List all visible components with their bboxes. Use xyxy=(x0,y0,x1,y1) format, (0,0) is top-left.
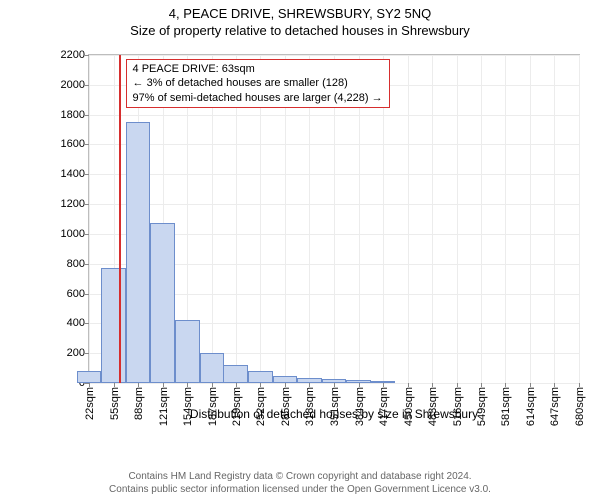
chart-container: Number of detached properties Distributi… xyxy=(60,54,580,424)
y-tick-label: 800 xyxy=(67,258,89,270)
y-tick-label: 400 xyxy=(67,317,89,329)
histogram-bar xyxy=(322,379,347,383)
x-tick-label: 417sqm xyxy=(376,383,390,422)
footer-line-2: Contains public sector information licen… xyxy=(0,483,600,496)
x-tick-label: 384sqm xyxy=(352,383,366,422)
plot-area: Distribution of detached houses by size … xyxy=(88,54,580,384)
histogram-bar xyxy=(175,320,200,383)
histogram-bar xyxy=(297,378,322,383)
footer-line-1: Contains HM Land Registry data © Crown c… xyxy=(0,470,600,483)
annotation-line3: 97% of semi-detached houses are larger (… xyxy=(133,91,383,105)
annotation-line2: ← 3% of detached houses are smaller (128… xyxy=(133,76,383,90)
histogram-bar xyxy=(126,122,151,383)
page-title: 4, PEACE DRIVE, SHREWSBURY, SY2 5NQ xyxy=(0,6,600,21)
grid-line-vertical xyxy=(530,55,531,383)
histogram-bar xyxy=(273,376,298,383)
y-tick-label: 2200 xyxy=(61,49,89,61)
histogram-bar xyxy=(248,371,273,383)
annotation-box: 4 PEACE DRIVE: 63sqm← 3% of detached hou… xyxy=(126,59,390,108)
x-tick-label: 483sqm xyxy=(425,383,439,422)
annotation-line1: 4 PEACE DRIVE: 63sqm xyxy=(133,62,383,76)
x-tick-label: 121sqm xyxy=(156,383,170,422)
y-tick-label: 1600 xyxy=(61,138,89,150)
x-tick-label: 351sqm xyxy=(327,383,341,422)
grid-line-vertical xyxy=(505,55,506,383)
y-tick-label: 200 xyxy=(67,347,89,359)
x-tick-label: 22sqm xyxy=(82,383,96,416)
attribution-footer: Contains HM Land Registry data © Crown c… xyxy=(0,470,600,496)
x-tick-label: 614sqm xyxy=(523,383,537,422)
x-tick-label: 647sqm xyxy=(547,383,561,422)
x-tick-label: 680sqm xyxy=(572,383,586,422)
histogram-bar xyxy=(371,381,396,383)
x-tick-label: 450sqm xyxy=(401,383,415,422)
grid-line-vertical xyxy=(408,55,409,383)
grid-line-vertical xyxy=(457,55,458,383)
x-tick-label: 88sqm xyxy=(131,383,145,416)
y-tick-label: 600 xyxy=(67,288,89,300)
x-tick-label: 187sqm xyxy=(205,383,219,422)
histogram-bar xyxy=(77,371,102,383)
x-tick-label: 581sqm xyxy=(498,383,512,422)
histogram-bar xyxy=(150,223,175,383)
histogram-bar xyxy=(223,365,248,383)
grid-line-vertical xyxy=(579,55,580,383)
x-tick-label: 516sqm xyxy=(450,383,464,422)
y-tick-label: 1800 xyxy=(61,109,89,121)
histogram-bar xyxy=(200,353,225,383)
y-tick-label: 1200 xyxy=(61,198,89,210)
grid-line-vertical xyxy=(554,55,555,383)
reference-line xyxy=(119,55,121,383)
x-tick-label: 549sqm xyxy=(474,383,488,422)
histogram-bar xyxy=(101,268,126,383)
x-tick-label: 252sqm xyxy=(253,383,267,422)
grid-line-vertical xyxy=(432,55,433,383)
x-tick-label: 154sqm xyxy=(180,383,194,422)
x-tick-label: 219sqm xyxy=(229,383,243,422)
y-tick-label: 1400 xyxy=(61,168,89,180)
chart-subtitle: Size of property relative to detached ho… xyxy=(0,23,600,38)
grid-line-vertical xyxy=(89,55,90,383)
y-tick-label: 2000 xyxy=(61,79,89,91)
x-tick-label: 318sqm xyxy=(302,383,316,422)
histogram-bar xyxy=(346,380,371,383)
grid-line-vertical xyxy=(481,55,482,383)
x-tick-label: 55sqm xyxy=(107,383,121,416)
y-tick-label: 1000 xyxy=(61,228,89,240)
x-tick-label: 285sqm xyxy=(278,383,292,422)
